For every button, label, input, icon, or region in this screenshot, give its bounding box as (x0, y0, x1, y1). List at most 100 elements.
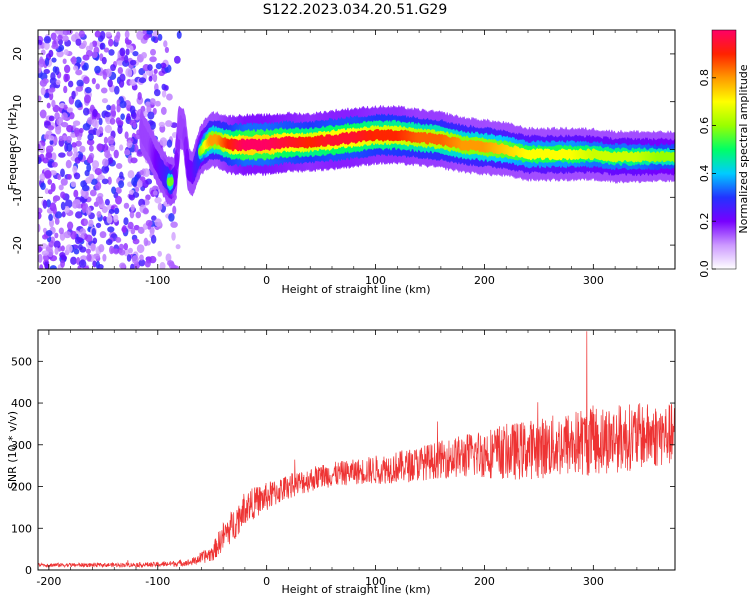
noise-speck (43, 134, 50, 140)
noise-speck (54, 211, 63, 219)
noise-speck (52, 195, 58, 204)
noise-speck (51, 44, 59, 50)
noise-speck (114, 207, 120, 215)
noise-speck (107, 79, 113, 88)
noise-speck (109, 144, 115, 152)
noise-speck (44, 169, 52, 179)
noise-speck (153, 68, 158, 75)
noise-speck (79, 228, 86, 236)
noise-speck (149, 255, 157, 264)
snr-y-tick-label: 100 (11, 522, 32, 535)
noise-speck (146, 105, 152, 114)
noise-speck (65, 159, 72, 169)
noise-speck (48, 189, 53, 195)
noise-speck (61, 112, 68, 121)
noise-speck (109, 118, 116, 125)
noise-speck (126, 140, 133, 149)
noise-speck (99, 30, 106, 40)
noise-speck (98, 117, 103, 126)
noise-speck (73, 127, 80, 135)
noise-speck (119, 171, 124, 180)
noise-speck (75, 56, 82, 64)
snr-x-tick-label: -100 (145, 575, 170, 588)
noise-speck (51, 99, 56, 108)
noise-speck (42, 157, 49, 164)
noise-speck (79, 145, 86, 153)
noise-speck (126, 254, 132, 262)
noise-speck (118, 180, 125, 189)
spectrogram-plot-area (38, 30, 675, 269)
noise-speck (97, 264, 104, 269)
noise-speck (99, 43, 104, 50)
noise-speck (91, 40, 98, 48)
noise-speck (127, 221, 134, 230)
noise-speck (114, 85, 120, 95)
noise-speck (63, 64, 71, 74)
noise-speck (116, 103, 121, 113)
noise-speck (119, 73, 126, 82)
noise-speck (40, 86, 46, 96)
noise-speck (150, 234, 157, 244)
noise-speck (83, 218, 89, 226)
noise-speck (105, 31, 112, 37)
noise-speck (141, 51, 148, 59)
noise-speck (129, 210, 135, 219)
noise-speck (60, 121, 69, 128)
noise-speck (127, 68, 133, 78)
colorbar-tick-label: 0.0 (698, 260, 711, 278)
noise-speck (124, 131, 129, 140)
noise-speck (72, 120, 81, 126)
noise-speck (123, 243, 129, 251)
spectrogram-x-tick-label: 0 (263, 274, 270, 287)
noise-speck (119, 262, 126, 269)
colorbar-ticks: 0.0 0.2 0.4 0.6 0.8 (698, 69, 716, 278)
noise-speck (61, 211, 66, 218)
noise-speck (94, 30, 101, 38)
noise-speck (58, 135, 64, 142)
noise-speck (119, 144, 124, 151)
snr-frame (37, 329, 676, 571)
noise-speck (107, 226, 115, 233)
noise-speck (123, 202, 130, 209)
noise-speck (91, 160, 100, 169)
spectrogram-y-axis-label: Frequency (Hz) (6, 108, 19, 191)
noise-speck (88, 145, 94, 152)
noise-speck (107, 135, 115, 145)
noise-speck (48, 135, 55, 141)
noise-speck (38, 211, 42, 220)
noise-speck (51, 161, 58, 168)
noise-speck (49, 87, 56, 93)
noise-speck (137, 226, 145, 234)
noise-speck (52, 205, 57, 215)
noise-speck (143, 237, 149, 247)
noise-speck (102, 158, 109, 167)
noise-speck (73, 189, 79, 198)
noise-speck (97, 174, 105, 181)
spectrogram-y-tick-label: -10 (11, 188, 24, 206)
noise-speck (129, 45, 134, 54)
noise-speck (117, 67, 124, 74)
noise-speck (85, 248, 91, 254)
noise-speck (131, 255, 139, 264)
noise-speck (144, 259, 151, 268)
noise-speck (89, 42, 94, 51)
noise-speck (136, 179, 143, 188)
noise-speck (38, 44, 42, 50)
noise-speck (40, 182, 46, 190)
noise-speck (154, 100, 161, 107)
noise-speck (143, 34, 150, 41)
noise-speck (153, 190, 158, 196)
noise-speck (101, 56, 107, 65)
noise-speck (104, 198, 110, 206)
noise-speck (75, 85, 84, 92)
noise-speck (98, 244, 105, 253)
noise-speck (100, 87, 108, 94)
noise-speck (152, 73, 158, 83)
noise-speck (147, 111, 155, 120)
noise-speck (82, 40, 87, 47)
noise-speck (54, 217, 60, 225)
noise-speck (176, 30, 182, 39)
noise-speck (85, 176, 92, 184)
noise-speck (157, 202, 163, 211)
